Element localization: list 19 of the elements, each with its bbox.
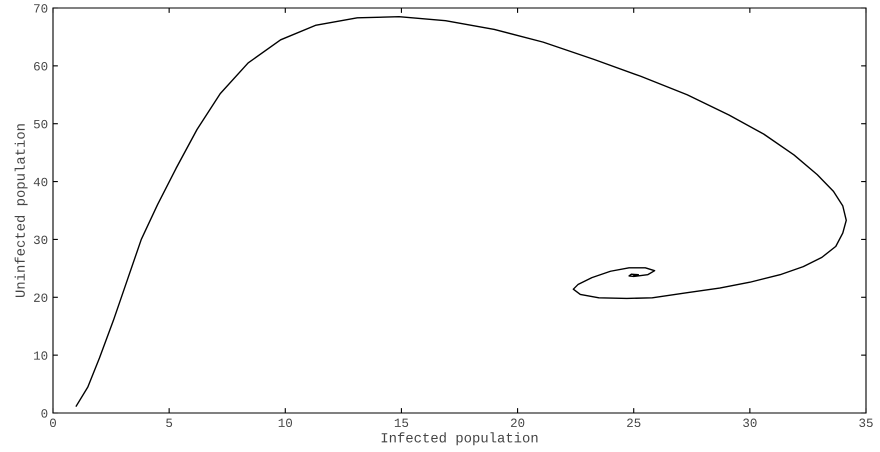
y-tick-label: 30 xyxy=(34,236,48,244)
y-axis-title: Uninfected population xyxy=(14,124,28,298)
y-tick-label: 50 xyxy=(34,120,48,128)
x-tick-label: 30 xyxy=(743,418,757,428)
x-tick-label: 0 xyxy=(50,418,56,428)
x-tick-label: 35 xyxy=(859,418,873,428)
y-tick-label: 70 xyxy=(34,4,48,13)
x-axis-title: Infected population xyxy=(382,432,538,446)
x-tick-label: 5 xyxy=(166,418,172,428)
y-tick-label: 60 xyxy=(34,62,48,71)
y-tick-label: 20 xyxy=(34,293,48,302)
line-series xyxy=(76,16,847,407)
y-tick-label: 0 xyxy=(41,409,48,418)
x-tick-label: 20 xyxy=(510,418,524,428)
x-tick-label: 10 xyxy=(278,418,292,428)
x-tick-label: 15 xyxy=(394,418,408,428)
y-tick-label: 10 xyxy=(34,351,48,360)
x-tick-label: 25 xyxy=(627,418,640,428)
y-tick-label: 40 xyxy=(34,178,48,186)
